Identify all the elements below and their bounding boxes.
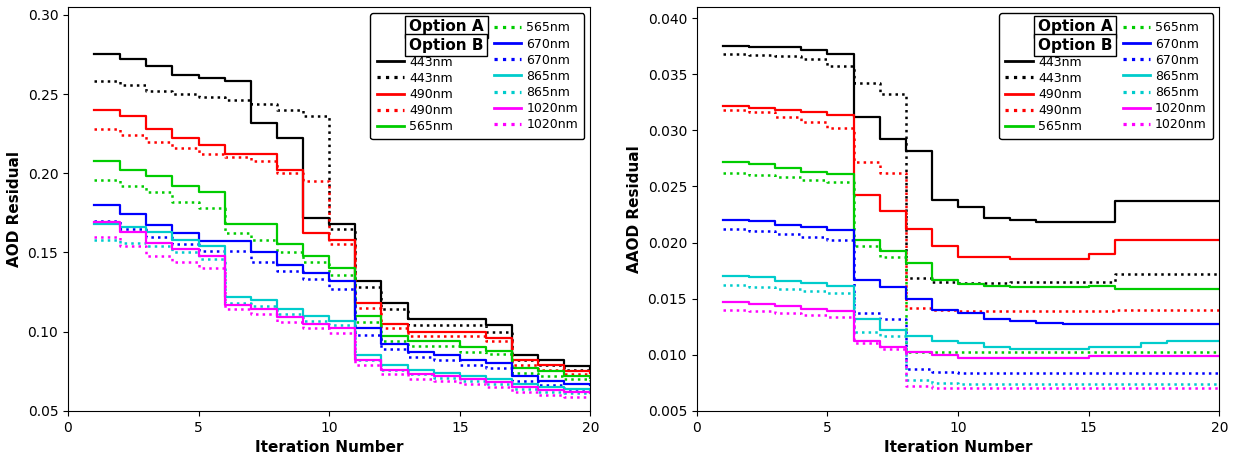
Legend: Option A, Option B, 443nm, 443nm, 490nm, 490nm, 565nm, 565nm, 670nm, 670nm, 865n: Option A, Option B, 443nm, 443nm, 490nm,… <box>370 13 584 140</box>
Legend: Option A, Option B, 443nm, 443nm, 490nm, 490nm, 565nm, 565nm, 670nm, 670nm, 865n: Option A, Option B, 443nm, 443nm, 490nm,… <box>999 13 1213 140</box>
X-axis label: Iteration Number: Iteration Number <box>254 440 404 455</box>
Y-axis label: AOD Residual: AOD Residual <box>7 151 22 267</box>
X-axis label: Iteration Number: Iteration Number <box>884 440 1032 455</box>
Y-axis label: AAOD Residual: AAOD Residual <box>627 145 642 273</box>
